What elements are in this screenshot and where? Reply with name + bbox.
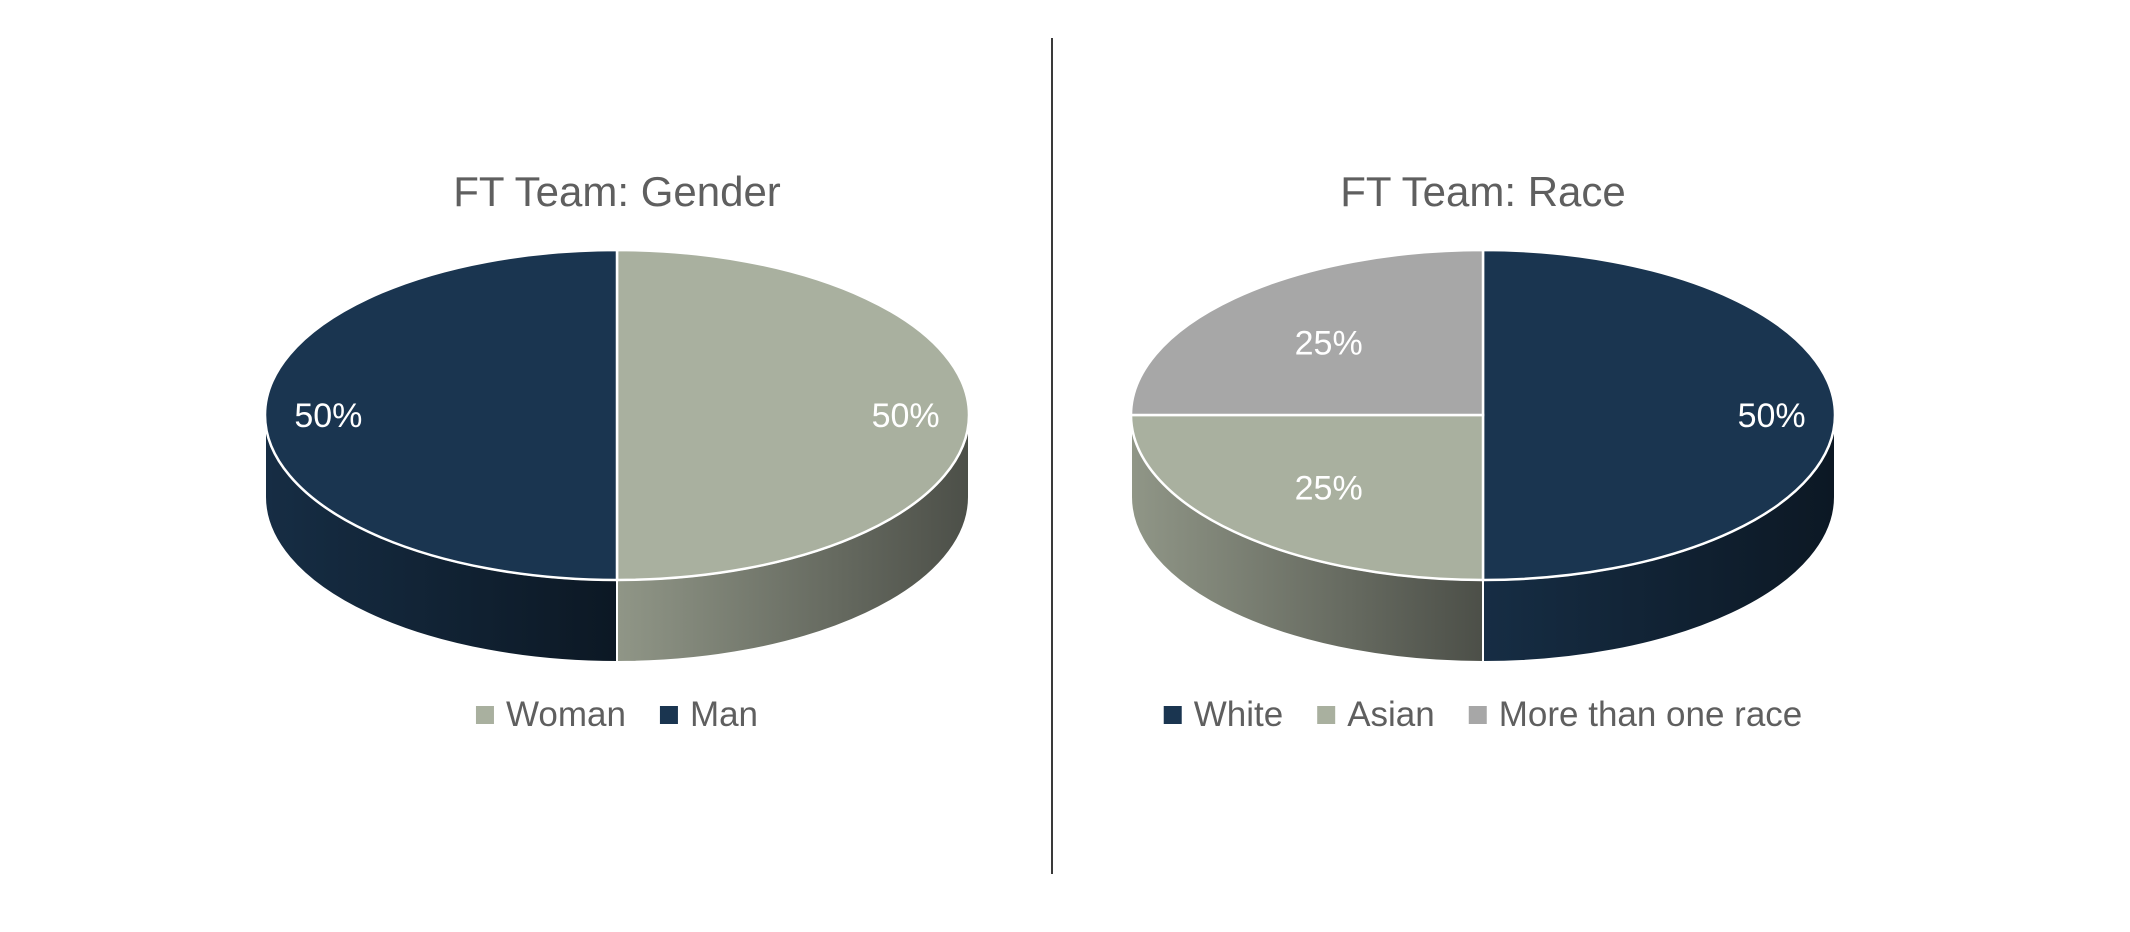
pie-slice-asian bbox=[1129, 413, 1485, 582]
pie-top-faces bbox=[1129, 248, 1837, 582]
legend-item-woman: Woman bbox=[475, 695, 626, 734]
pie-slice-more-than-one-race bbox=[1129, 248, 1485, 417]
legend-label: Man bbox=[690, 695, 758, 734]
legend-label: More than one race bbox=[1499, 695, 1803, 734]
legend-label: Asian bbox=[1347, 695, 1435, 734]
legend-swatch bbox=[1317, 706, 1336, 724]
legend-swatch bbox=[1163, 706, 1182, 724]
legend-item-more-than-one-race: More than one race bbox=[1468, 695, 1803, 734]
data-label-man: 50% bbox=[294, 397, 362, 435]
chart-title: FT Team: Race bbox=[1340, 168, 1626, 215]
chart-divider bbox=[1051, 38, 1053, 874]
pie-group: 50% 25% 25% bbox=[1129, 248, 1837, 664]
pie-data-labels: 50% 50% bbox=[294, 397, 939, 435]
legend-label: White bbox=[1194, 695, 1283, 734]
race-chart: FT Team: Race 50% 25% 25% White Asian More t… bbox=[1129, 168, 1837, 734]
chart-legend: Woman Man bbox=[475, 695, 758, 734]
pie-slice-white bbox=[1481, 248, 1837, 582]
chart-title: FT Team: Gender bbox=[453, 168, 781, 215]
legend-item-man: Man bbox=[659, 695, 758, 734]
pie-group: 50% 50% bbox=[263, 248, 971, 664]
data-label-asian: 25% bbox=[1295, 469, 1363, 507]
pie-slice-woman bbox=[615, 248, 971, 582]
pie-data-labels: 50% 25% 25% bbox=[1295, 325, 1806, 508]
pie-top-faces bbox=[263, 248, 971, 582]
legend-swatch bbox=[1468, 706, 1487, 724]
legend-label: Woman bbox=[506, 695, 626, 734]
gender-chart: FT Team: Gender 50% 50% Woman Man bbox=[263, 168, 971, 734]
legend-swatch bbox=[475, 706, 494, 724]
legend-swatch bbox=[659, 706, 678, 724]
data-label-white: 50% bbox=[1738, 397, 1806, 435]
data-label-more-than-one-race: 25% bbox=[1295, 325, 1363, 363]
legend-item-white: White bbox=[1163, 695, 1283, 734]
data-label-woman: 50% bbox=[872, 397, 940, 435]
legend-item-asian: Asian bbox=[1317, 695, 1435, 734]
chart-legend: White Asian More than one race bbox=[1163, 695, 1803, 734]
pie-slice-man bbox=[263, 248, 619, 582]
